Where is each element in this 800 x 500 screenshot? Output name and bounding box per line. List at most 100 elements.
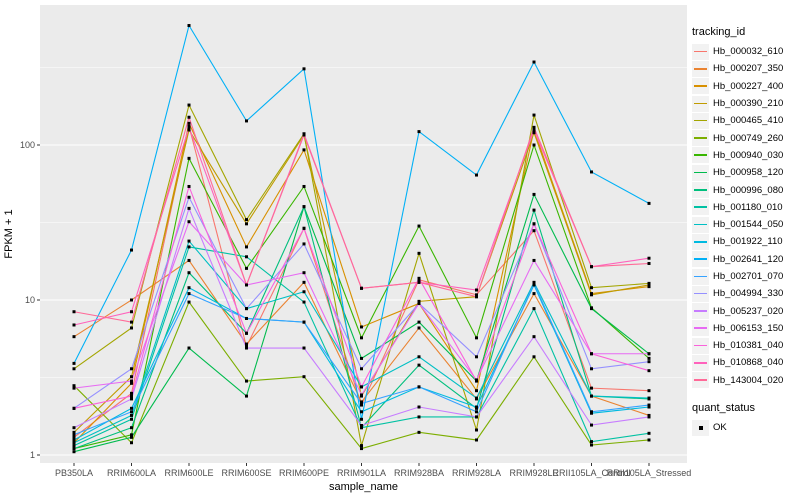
data-point: [475, 295, 478, 299]
legend-item-Hb_002701_070: Hb_002701_070: [692, 268, 800, 285]
data-point: [360, 444, 363, 448]
data-point: [532, 131, 536, 135]
legend-key-line-icon: [692, 251, 709, 268]
legend-item-label: Hb_000996_080: [713, 184, 784, 196]
legend-key-line-icon: [692, 216, 709, 233]
data-point: [187, 195, 191, 199]
data-point: [245, 307, 248, 311]
legend-item-Hb_010868_040: Hb_010868_040: [692, 354, 800, 371]
data-point: [360, 356, 363, 360]
data-point: [647, 352, 651, 356]
data-point: [187, 115, 191, 119]
legend-key-line-icon: [692, 372, 709, 389]
data-point: [72, 444, 76, 448]
data-point: [532, 229, 536, 233]
legend-key-line-icon: [692, 147, 709, 164]
data-point: [475, 396, 478, 400]
data-point: [72, 426, 76, 430]
legend-key-line-icon: [692, 78, 709, 95]
data-point: [72, 386, 76, 390]
x-tick-label: RRII105LA_Control: [552, 468, 630, 478]
legend-item-label: Hb_000207_350: [713, 63, 784, 75]
tracking-id-legend-entries: Hb_000032_610 Hb_000207_350 Hb_000227_400 H…: [692, 43, 800, 389]
y-axis-title: FPKM + 1: [3, 209, 15, 259]
data-point: [302, 290, 306, 294]
data-point: [360, 400, 363, 404]
legend-item-Hb_001180_010: Hb_001180_010: [692, 199, 800, 216]
data-point: [590, 410, 593, 414]
data-point: [360, 403, 363, 407]
legend-item-label: Hb_005237_020: [713, 305, 784, 317]
data-point: [417, 280, 421, 284]
data-point: [475, 410, 478, 414]
data-point: [532, 208, 536, 212]
data-point: [590, 386, 593, 390]
data-point: [72, 384, 76, 388]
data-point: [532, 192, 536, 196]
data-point: [187, 128, 191, 132]
data-point: [130, 441, 133, 445]
data-point: [417, 299, 421, 303]
data-point: [245, 316, 248, 320]
data-point: [532, 258, 536, 262]
data-point: [475, 379, 478, 383]
data-point: [360, 447, 363, 451]
legend-key-line-icon: [692, 199, 709, 216]
legend-item-label: Hb_002701_070: [713, 271, 784, 282]
data-point: [590, 443, 593, 447]
y-tick-label: 1: [30, 450, 35, 460]
x-tick-label: PB350LA: [55, 468, 93, 478]
data-point: [590, 293, 593, 297]
legend-item-label: Hb_010381_040: [713, 340, 784, 352]
x-axis-title: sample_name: [328, 481, 399, 493]
legend-key-line-icon: [692, 233, 709, 250]
legend-item-label: Hb_000940_030: [713, 149, 784, 161]
data-point: [647, 369, 651, 373]
data-point: [187, 300, 191, 304]
data-point: [475, 389, 478, 393]
ok-square-icon: [692, 419, 709, 436]
data-point: [590, 352, 593, 356]
data-point: [590, 307, 593, 311]
legend-item-Hb_002641_120: Hb_002641_120: [692, 251, 800, 268]
data-point: [72, 361, 76, 365]
data-point: [590, 286, 593, 290]
data-point: [302, 133, 306, 137]
data-point: [187, 156, 191, 160]
data-point: [72, 335, 76, 339]
legend-item-label: Hb_004994_330: [713, 288, 784, 300]
data-point: [647, 396, 651, 400]
data-point: [360, 393, 363, 397]
x-tick-label: RRIM600PE: [279, 468, 329, 478]
data-point: [647, 356, 651, 360]
data-point: [532, 292, 536, 296]
data-point: [245, 283, 248, 287]
data-point: [475, 415, 478, 419]
data-point: [532, 222, 536, 226]
data-point: [302, 300, 306, 304]
data-point: [360, 417, 363, 421]
legend-item-Hb_010381_040: Hb_010381_040: [692, 337, 800, 354]
data-point: [72, 438, 76, 442]
legend-key-line-icon: [692, 95, 709, 112]
legend-key-line-icon: [692, 303, 709, 320]
data-point: [647, 431, 651, 435]
legend-key-line-icon: [692, 268, 709, 285]
data-point: [417, 224, 421, 228]
data-point: [647, 405, 651, 409]
legend-item-label: Hb_000032_610: [713, 46, 784, 58]
data-point: [187, 258, 191, 262]
data-point: [360, 423, 363, 427]
data-point: [532, 307, 536, 311]
data-point: [72, 435, 76, 439]
data-point: [130, 379, 133, 383]
data-point: [187, 121, 191, 125]
data-point: [360, 367, 363, 371]
legend-item-label: Hb_001180_010: [713, 201, 783, 213]
data-point: [302, 226, 306, 230]
quant-status-legend-title: quant_status: [692, 401, 755, 414]
data-point: [245, 342, 248, 346]
data-point: [647, 281, 651, 285]
data-point: [245, 346, 248, 350]
data-point: [130, 413, 133, 417]
